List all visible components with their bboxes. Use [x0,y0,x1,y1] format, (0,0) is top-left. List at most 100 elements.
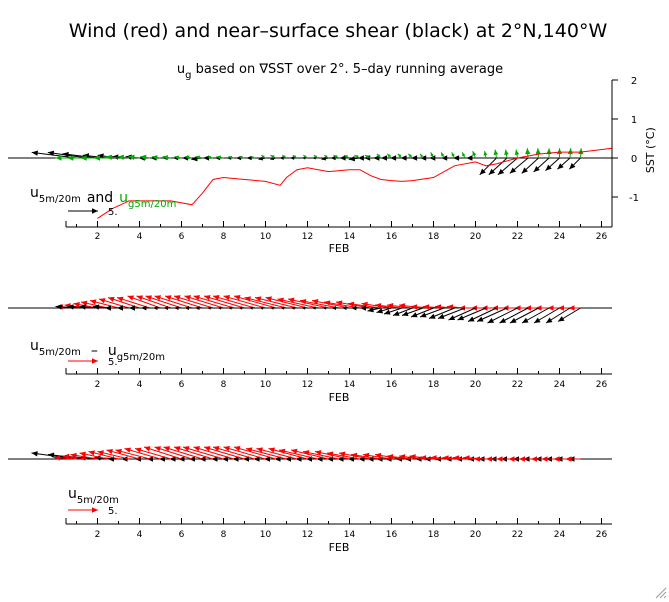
x-tick-label: 14 [344,380,356,390]
geostrophic-vector [461,152,466,159]
shear-vector-head [207,306,211,310]
wind-vector-shaft [154,295,193,309]
wind-vector [173,446,214,460]
wind-vector-head [420,455,427,461]
shear-vector [285,456,297,462]
wind-vector-head [459,305,465,311]
geostrophic-vector-head [408,153,412,158]
wind-vector-head [244,296,251,302]
wind-vector-head [327,451,334,457]
wind-vector-head [430,455,437,461]
shear-vector [291,306,297,310]
sst-line [97,147,613,219]
wind-vector-shaft [256,448,298,460]
shear-vector [191,155,203,162]
wind-vector-shaft [233,446,277,460]
x-tick-label: 2 [95,232,101,242]
subtitle-sub: g [185,70,191,81]
shear-vector-head [195,305,200,311]
wind-vector-shaft [244,297,287,309]
wind-vector-head [174,295,181,301]
x-tick-label: 18 [428,530,440,540]
geostrophic-vector-head [105,154,113,160]
shear-vector-head [569,163,576,170]
wind-vector [410,304,434,310]
shear-vector-head [253,456,260,462]
shear-vector-head [153,305,158,311]
wind-vector [290,448,329,460]
shear-vector [509,307,539,324]
shear-vector [141,305,150,311]
wind-vector-shaft [277,298,319,309]
legend-label: u5m/20m and ug5m/20m [30,185,176,210]
subtitle-rest: based on ∇SST over 2°. 5–day running ave… [192,62,504,77]
shear-vector [79,304,98,310]
shear-vector-head [534,317,541,323]
geostrophic-vector [324,154,329,159]
shear-vector [174,305,182,311]
shear-vector-head [441,155,448,161]
wind-vector-head [303,450,310,456]
wind-vector [212,446,256,460]
shear-vector-head [270,306,274,310]
wind-vector-head [453,455,460,461]
x-tick-label: 24 [554,380,566,390]
shear-vector-head [522,317,529,323]
y-tick-label: 0 [631,154,637,165]
shear-vector [521,307,550,324]
shear-vector [487,307,518,324]
geostrophic-vector [140,154,151,161]
wind-vector-head [136,295,144,301]
legend-scale-arrow [68,507,98,513]
shear-vector-head [141,305,147,311]
shear-vector-head [390,155,397,161]
wind-vector-head [568,305,575,311]
shear-vector [195,305,203,311]
x-tick-label: 16 [386,380,398,390]
geostrophic-vector [184,155,193,160]
wind-vector-head [246,447,253,453]
wind-vector [287,297,329,309]
shear-vector-head [279,156,284,160]
shear-vector-head [301,306,306,310]
x-tick-label: 10 [260,232,272,242]
shear-vector [466,155,486,161]
geostrophic-vector [407,153,413,159]
wind-vector [568,305,581,311]
wind-vector-head [399,454,406,460]
geostrophic-vector-head [483,151,488,156]
geostrophic-vector-head [313,155,318,159]
geostrophic-vector-head [174,155,180,160]
shear-vector-head [290,156,295,160]
shear-vector [228,306,234,310]
wind-vector [374,302,403,309]
wind-vector [223,446,266,460]
shear-vector-head [510,317,517,323]
x-tick-label: 16 [386,530,398,540]
shear-vector [331,305,339,311]
shear-vector-head [479,168,486,175]
shear-vector-head [322,306,327,310]
shear-vector-head [217,306,222,310]
resize-grip-icon[interactable] [655,587,667,599]
subtitle-prefix: u [177,62,185,77]
wind-vector-head [553,456,560,462]
shear-vector-head [376,308,384,314]
shear-vector [545,157,560,171]
shear-vector [259,306,266,310]
x-tick-label: 2 [95,530,101,540]
geostrophic-vector-head [67,155,74,161]
wind-vector [203,446,245,460]
shear-vector-head [211,456,218,462]
x-tick-label: 2 [95,380,101,390]
shear-vector [258,156,266,161]
shear-vector-head [477,316,484,322]
shear-vector [499,307,529,324]
wind-vector-head [223,295,231,301]
wind-vector-head [213,446,220,452]
wind-vector [115,448,151,460]
wind-vector-head [70,452,77,459]
shear-vector-head [321,156,327,161]
geostrophic-vector-head [387,153,391,158]
shear-vector-head [448,315,456,321]
